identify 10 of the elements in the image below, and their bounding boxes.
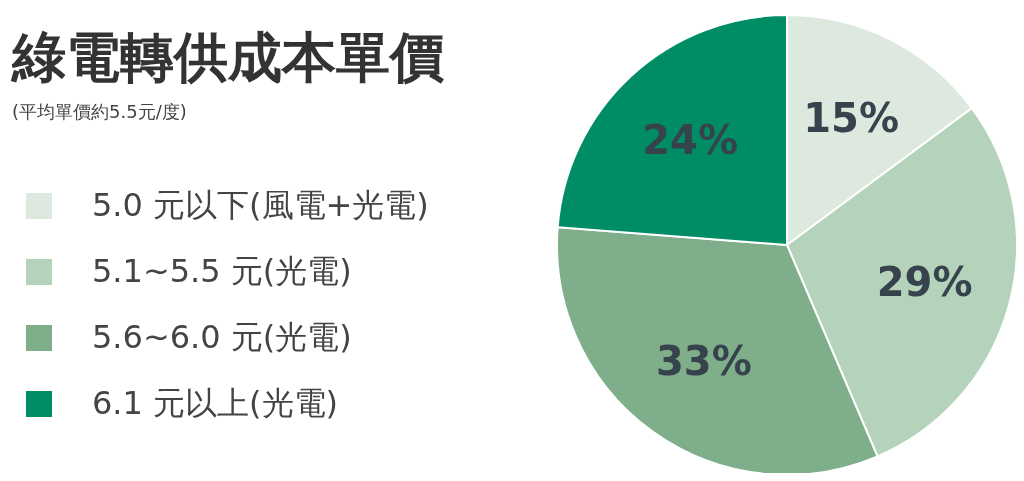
data-label: 15% — [803, 94, 900, 141]
legend-label: 5.1~5.5 元(光電) — [92, 251, 352, 292]
data-label: 29% — [876, 259, 973, 306]
data-label: 24% — [642, 117, 739, 164]
legend-label: 5.0 元以下(風電+光電) — [92, 185, 429, 226]
text: (平均單價約5.5元/度) — [12, 100, 187, 124]
chart-title: 綠電轉供成本單價 — [12, 25, 444, 91]
legend-label: 6.1 元以上(光電) — [92, 383, 339, 424]
legend-label: 5.6~6.0 元(光電) — [92, 317, 352, 358]
data-label: 33% — [656, 337, 752, 384]
